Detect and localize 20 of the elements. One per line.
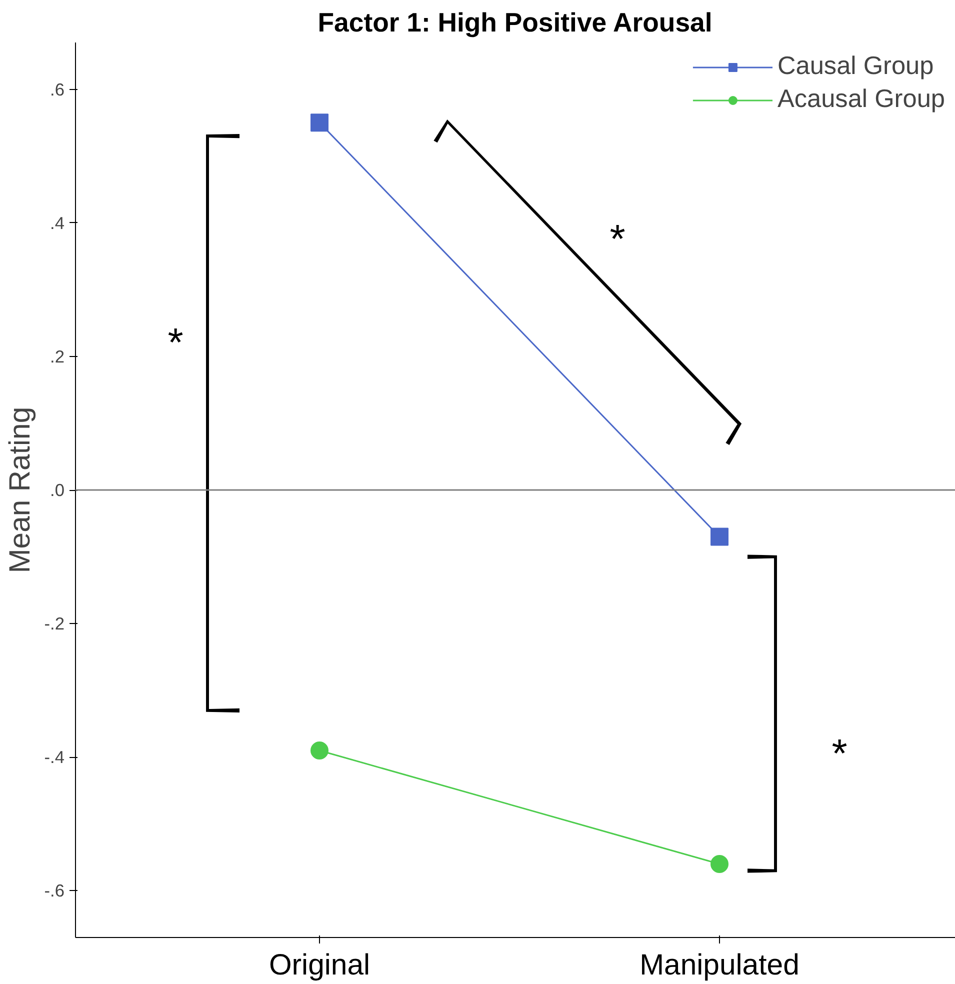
y-tick-label: -.6	[44, 880, 65, 901]
legend-label: Causal Group	[777, 52, 934, 81]
y-tick-label: .2	[50, 346, 64, 366]
point	[310, 114, 328, 132]
point	[710, 528, 728, 546]
legend-label: Acausal Group	[777, 85, 945, 114]
annotation: *	[610, 217, 626, 262]
chart-title: Factor 1: High Positive Arousal	[318, 8, 712, 38]
point	[310, 742, 328, 760]
y-tick-label: .4	[50, 212, 65, 233]
y-axis-title: Mean Rating	[3, 406, 36, 574]
annotation: *	[832, 732, 848, 776]
annotation: *	[168, 321, 184, 366]
point	[710, 855, 728, 874]
y-tick-label: -.2	[44, 614, 65, 634]
y-tick-label: -.4	[44, 747, 65, 768]
y-tick-label: .6	[50, 79, 64, 100]
x-tick-label: Original	[268, 948, 370, 982]
x-tick-label: Manipulated	[640, 948, 800, 982]
y-tick-label: .0	[50, 480, 64, 500]
